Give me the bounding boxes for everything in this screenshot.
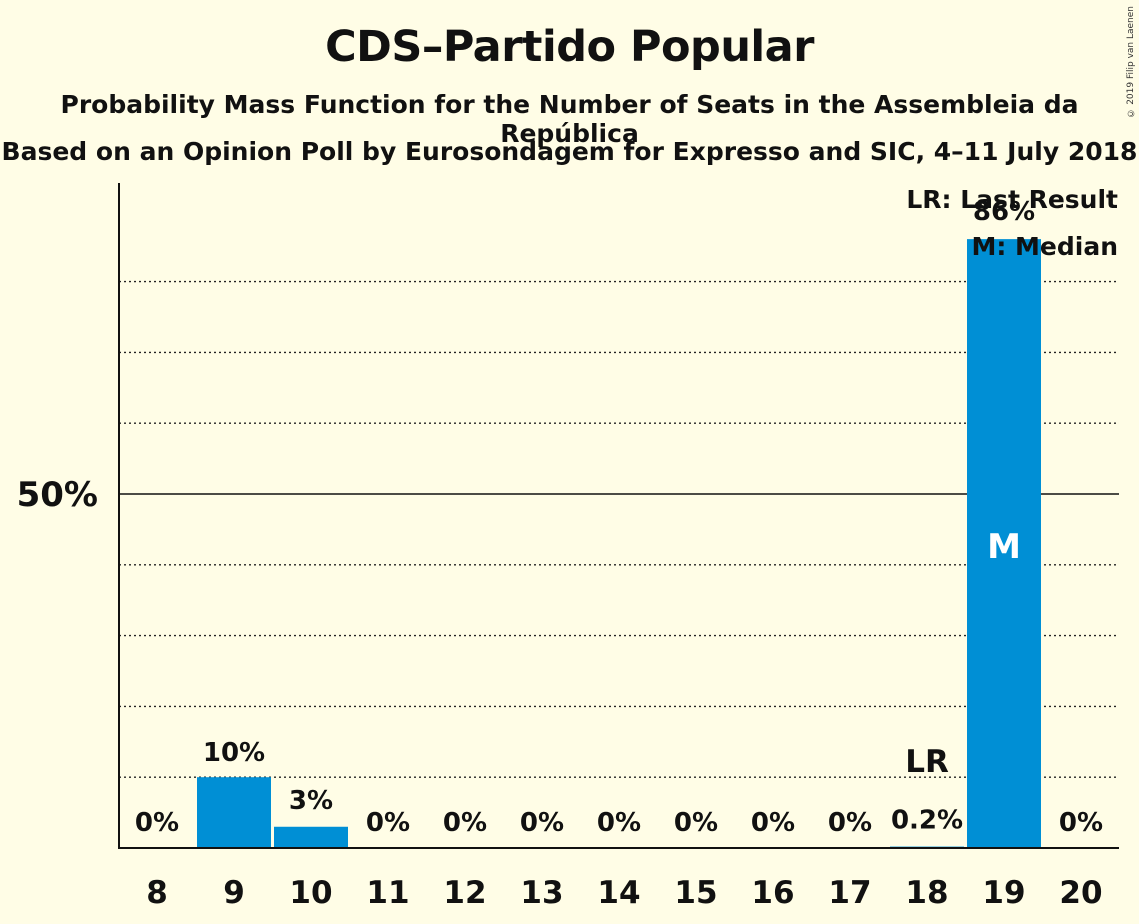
data-label: 0% bbox=[1059, 808, 1103, 838]
median-marker: M bbox=[987, 527, 1021, 567]
x-tick-label: 15 bbox=[674, 875, 717, 911]
data-label: 0% bbox=[828, 808, 872, 838]
x-tick-label: 20 bbox=[1059, 875, 1102, 911]
last-result-marker: LR bbox=[905, 744, 949, 780]
data-label: 3% bbox=[289, 786, 333, 816]
x-tick-label: 17 bbox=[828, 875, 871, 911]
x-tick-label: 19 bbox=[982, 875, 1025, 911]
bar-9 bbox=[197, 777, 271, 848]
x-tick-label: 9 bbox=[223, 875, 245, 911]
y-tick-label: 50% bbox=[17, 475, 98, 515]
data-label: 86% bbox=[973, 197, 1035, 227]
data-label: 0% bbox=[443, 808, 487, 838]
bar-19 bbox=[967, 239, 1041, 848]
bar-10 bbox=[274, 826, 348, 848]
data-label: 0% bbox=[751, 808, 795, 838]
data-label: 0% bbox=[135, 808, 179, 838]
x-tick-label: 14 bbox=[597, 875, 640, 911]
chart-source: Based on an Opinion Poll by Eurosondagem… bbox=[1, 137, 1138, 166]
chart-subtitle: Probability Mass Function for the Number… bbox=[60, 90, 1079, 148]
data-label: 10% bbox=[203, 738, 265, 768]
chart-title: CDS–Partido Popular bbox=[325, 22, 814, 72]
data-label: 0% bbox=[674, 808, 718, 838]
data-label: 0.2% bbox=[891, 806, 963, 836]
x-tick-label: 13 bbox=[520, 875, 563, 911]
x-tick-label: 10 bbox=[289, 875, 332, 911]
data-label: 0% bbox=[597, 808, 641, 838]
legend-median: M: Median bbox=[971, 232, 1118, 261]
data-label: 0% bbox=[366, 808, 410, 838]
data-label: 0% bbox=[520, 808, 564, 838]
x-tick-label: 18 bbox=[905, 875, 948, 911]
x-tick-label: 12 bbox=[443, 875, 486, 911]
legend-last-result: LR: Last Result bbox=[906, 185, 1118, 214]
x-tick-label: 11 bbox=[366, 875, 409, 911]
x-tick-label: 16 bbox=[751, 875, 794, 911]
x-tick-label: 8 bbox=[146, 875, 168, 911]
